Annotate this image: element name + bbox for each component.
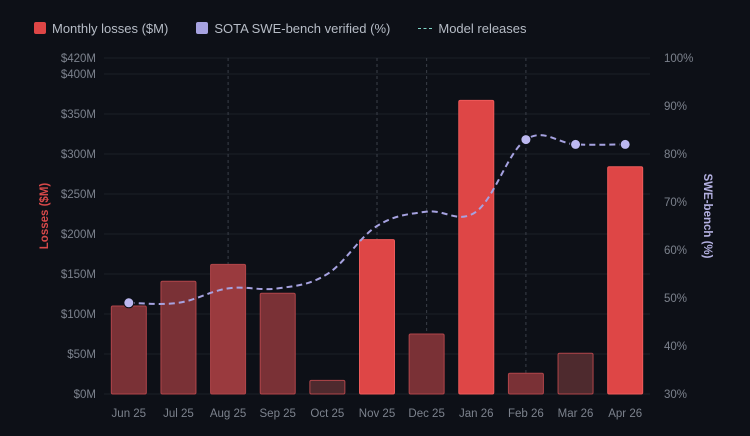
y-tick-label: $350M [61, 109, 96, 121]
bar-feb-26 [507, 372, 544, 395]
bar-apr-26 [607, 166, 644, 395]
legend-label-losses: Monthly losses ($M) [52, 20, 169, 36]
legend-swatch-swe [196, 22, 209, 34]
bar-jun-25 [110, 305, 147, 395]
bar-nov-25 [359, 239, 395, 395]
y2-tick-label: 40% [664, 341, 687, 353]
x-tick-label: Mar 26 [558, 408, 594, 420]
legend-item-swe[interactable]: SOTA SWE-bench verified (%) [196, 21, 390, 36]
y2-tick-label: 60% [664, 245, 687, 257]
y-tick-label: $420M [61, 53, 96, 65]
legend-swatch-losses [34, 22, 46, 34]
legend-label-releases: Model releases [438, 20, 527, 36]
y2-tick-label: 90% [664, 101, 687, 113]
x-tick-label: Aug 25 [210, 408, 246, 420]
bar-jan-26 [458, 99, 495, 395]
legend-label-swe: SOTA SWE-bench verified (%) [214, 20, 391, 36]
legend-item-releases[interactable]: Model releases [418, 20, 527, 36]
legend-item-losses[interactable]: Monthly losses ($M) [34, 21, 168, 36]
x-tick-label: Jul 25 [163, 408, 194, 420]
y-tick-label: $100M [61, 309, 96, 321]
x-tick-label: Jan 26 [459, 408, 494, 420]
y-axis-title: Losses ($M) [39, 183, 51, 250]
chart-legend: Monthly losses ($M) SOTA SWE-bench verif… [34, 19, 555, 37]
x-tick-label: Dec 25 [408, 408, 444, 420]
y-tick-label: $300M [61, 149, 96, 161]
swe-bench-line [128, 134, 626, 305]
x-tick-label: Feb 26 [508, 408, 544, 420]
y-tick-label: $150M [61, 269, 96, 281]
y-tick-label: $50M [67, 349, 96, 361]
y-tick-label: $200M [61, 229, 96, 241]
legend-swatch-releases [418, 27, 433, 29]
x-tick-label: Apr 26 [608, 408, 642, 420]
x-tick-label: Oct 25 [310, 408, 344, 420]
y2-axis-title: SWE-bench (%) [701, 174, 713, 259]
x-tick-label: Sep 25 [260, 408, 296, 420]
y2-tick-label: 80% [664, 149, 687, 161]
bar-oct-25 [309, 379, 346, 395]
y2-tick-label: 70% [664, 197, 687, 209]
x-tick-label: Nov 25 [359, 408, 395, 420]
y-tick-label: $0M [74, 389, 96, 401]
y-tick-label: $400M [61, 69, 96, 81]
swe-bench-point [123, 297, 135, 309]
swe-bench-point [619, 138, 631, 150]
y2-tick-label: 50% [664, 293, 687, 305]
swe-bench-point [570, 138, 582, 150]
y2-tick-label: 30% [664, 389, 687, 401]
bar-dec-25 [408, 333, 445, 395]
y2-tick-label: 100% [664, 53, 693, 65]
bar-sep-25 [259, 292, 296, 395]
y-tick-label: $250M [61, 189, 96, 201]
bar-mar-26 [557, 352, 594, 395]
bar-jul-25 [160, 280, 197, 395]
x-tick-label: Jun 25 [112, 408, 147, 420]
swe-bench-point [520, 134, 532, 146]
bar-aug-25 [210, 263, 247, 395]
